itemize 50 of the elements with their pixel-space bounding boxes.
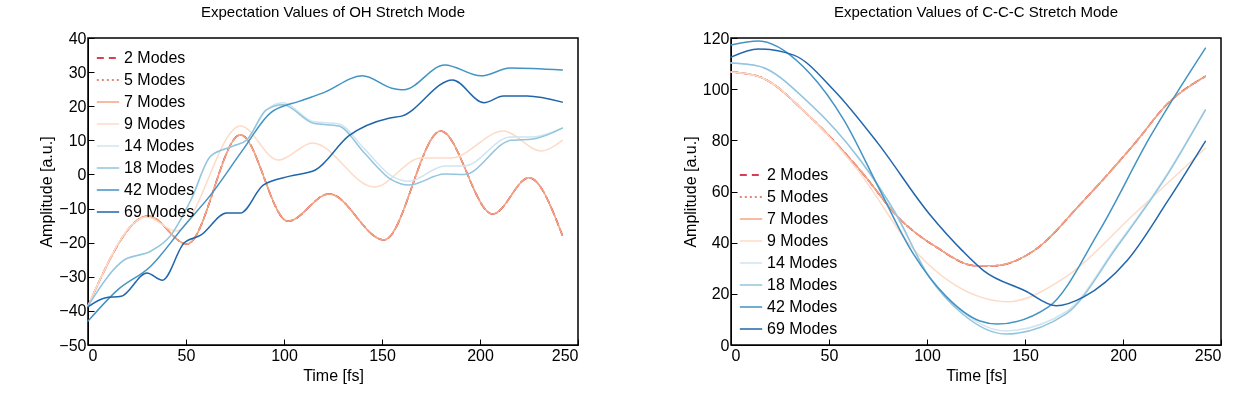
legend-label: 7 Modes	[767, 210, 829, 227]
x-tick-label: 100	[271, 346, 298, 364]
x-tick-label: 0	[88, 346, 98, 364]
y-axis-title: Amplitude [a.u.]	[681, 136, 699, 248]
legend-label: 69 Modes	[767, 320, 838, 337]
legend-label: 5 Modes	[767, 188, 829, 205]
x-tick-label: 0	[731, 346, 741, 364]
x-tick-label: 250	[1194, 346, 1222, 364]
legend-label: 14 Modes	[767, 254, 838, 271]
y-tick-label: 120	[702, 29, 730, 47]
y-tick-label: −50	[59, 336, 87, 354]
y-tick-label: 0	[77, 165, 87, 183]
y-tick-label: 60	[711, 183, 730, 200]
x-tick-label: 250	[551, 346, 579, 364]
legend-label: 9 Modes	[124, 115, 186, 132]
chart-title: Expectation Values of OH Stretch Mode	[200, 3, 466, 20]
legend-label: 18 Modes	[767, 276, 838, 293]
x-axis-title: Time [fs]	[946, 366, 1007, 384]
legend-label: 18 Modes	[124, 159, 195, 176]
x-axis-title: Time [fs]	[303, 366, 364, 384]
y-tick-label: 30	[68, 63, 87, 81]
legend-label: 7 Modes	[124, 93, 186, 110]
y-tick-label: 40	[68, 29, 87, 47]
legend-label: 2 Modes	[124, 49, 186, 66]
x-tick-label: 50	[820, 346, 839, 364]
chart-title: Expectation Values of C-C-C Stretch Mode	[833, 3, 1119, 20]
x-tick-label: 200	[1110, 346, 1137, 364]
y-tick-label: 20	[711, 285, 730, 303]
legend-label: 9 Modes	[767, 232, 829, 249]
legend-label: 69 Modes	[124, 203, 195, 220]
y-tick-label: 80	[711, 131, 730, 149]
y-tick-label: −20	[59, 234, 87, 252]
x-tick-label: 200	[467, 346, 494, 364]
y-tick-label: −30	[59, 268, 87, 286]
legend-label: 14 Modes	[124, 137, 195, 154]
y-tick-label: −10	[59, 200, 87, 218]
y-tick-label: −40	[59, 302, 87, 320]
legend-label: 42 Modes	[767, 298, 838, 315]
y-tick-label: 100	[702, 80, 730, 98]
legend-label: 42 Modes	[124, 181, 195, 198]
x-tick-label: 100	[914, 346, 941, 364]
x-tick-label: 50	[177, 346, 196, 364]
legend-label: 2 Modes	[767, 166, 829, 183]
x-tick-label: 150	[1012, 346, 1039, 364]
y-tick-label: 20	[68, 97, 87, 115]
y-tick-label: 40	[711, 234, 730, 252]
legend-label: 5 Modes	[124, 71, 186, 88]
x-tick-label: 150	[369, 346, 396, 364]
y-axis-title: Amplitude [a.u.]	[38, 136, 56, 248]
y-tick-label: 10	[68, 131, 87, 149]
